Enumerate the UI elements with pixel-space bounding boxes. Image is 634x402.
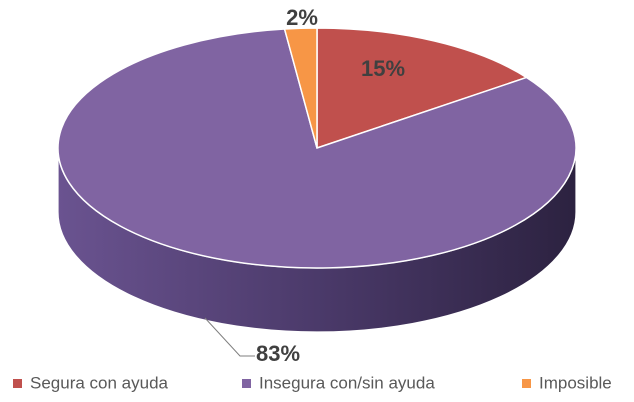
legend-label: Segura con ayuda xyxy=(30,373,169,392)
data-label: 2% xyxy=(286,5,318,30)
slice xyxy=(57,28,577,269)
legend-swatch xyxy=(13,379,22,388)
labels: 15% 83% 2% xyxy=(204,5,405,366)
leader-line xyxy=(204,317,255,357)
data-label: 15% xyxy=(361,56,405,81)
legend-swatch xyxy=(242,379,251,388)
legend: Segura con ayuda Insegura con/sin ayuda Im… xyxy=(13,373,612,392)
legend-label: Insegura con/sin ayuda xyxy=(259,373,435,392)
legend-label: Imposible xyxy=(539,373,612,392)
pie xyxy=(57,27,577,333)
slice xyxy=(316,27,529,150)
slice xyxy=(283,27,318,149)
data-label: 83% xyxy=(256,341,300,366)
legend-swatch xyxy=(522,379,531,388)
